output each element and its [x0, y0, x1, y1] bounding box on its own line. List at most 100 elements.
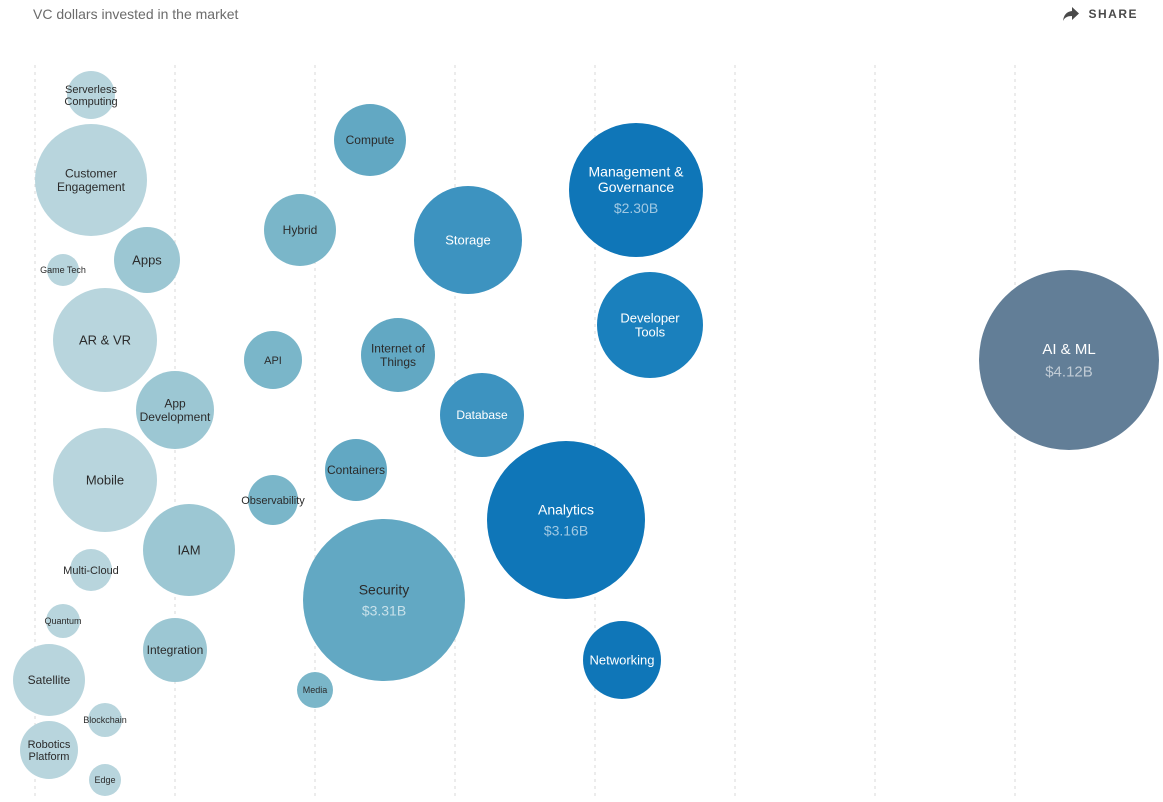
bubble-circle [35, 124, 147, 236]
bubble-label: Things [380, 355, 416, 369]
bubble-label: IAM [177, 543, 200, 558]
bubble-chart: Serverless Computing Customer Engagement Gam… [0, 30, 1163, 797]
bubble-value: $2.30B [614, 200, 658, 216]
bubble-label: Storage [445, 233, 491, 248]
bubble-circle [244, 331, 302, 389]
bubble-label: Integration [147, 643, 204, 657]
bubble-satellite[interactable]: Satellite [13, 644, 85, 716]
bubble-label: Security [359, 581, 410, 597]
bubble-mobile[interactable]: Mobile [53, 428, 157, 532]
bubble-multi-cloud[interactable]: Multi-Cloud [63, 549, 119, 591]
bubble-security[interactable]: Security $3.31B [303, 519, 465, 681]
bubble-label: Mobile [86, 473, 124, 488]
bubble-ai-ml[interactable]: AI & ML $4.12B [979, 270, 1159, 450]
bubble-database[interactable]: Database [440, 373, 524, 457]
bubble-label: Quantum [44, 616, 81, 626]
bubble-label: Observability [241, 495, 305, 507]
bubble-label: Blockchain [83, 715, 127, 725]
bubble-value: $3.31B [362, 602, 406, 618]
bubble-label: Robotics [28, 739, 71, 751]
bubble-label: Platform [29, 751, 70, 763]
bubble-label: Game Tech [40, 265, 86, 275]
bubble-hybrid[interactable]: Hybrid [264, 194, 336, 266]
bubble-circle [487, 441, 645, 599]
bubble-circle [597, 272, 703, 378]
bubble-circle [334, 104, 406, 176]
bubble-circle [70, 549, 112, 591]
bubble-networking[interactable]: Networking [583, 621, 661, 699]
bubble-circle [303, 519, 465, 681]
bubble-label: Development [140, 410, 211, 424]
bubble-circle [47, 254, 79, 286]
bubble-circle [89, 764, 121, 796]
bubble-circle [979, 270, 1159, 450]
bubble-label: Computing [64, 96, 117, 108]
bubble-compute[interactable]: Compute [334, 104, 406, 176]
bubble-label: Engagement [57, 180, 126, 194]
bubble-label: Networking [589, 653, 654, 668]
bubble-label: API [264, 355, 282, 367]
bubble-label: Internet of [371, 342, 426, 356]
bubble-circle [53, 288, 157, 392]
bubble-circle [20, 721, 78, 779]
bubble-integration[interactable]: Integration [143, 618, 207, 682]
bubble-iam[interactable]: IAM [143, 504, 235, 596]
bubble-value: $3.16B [544, 522, 588, 538]
bubble-circle [264, 194, 336, 266]
bubble-label: Multi-Cloud [63, 565, 119, 577]
bubble-management-governance[interactable]: Management &Governance $2.30B [569, 123, 703, 257]
bubble-label: AI & ML [1042, 341, 1095, 358]
bubble-circle [114, 227, 180, 293]
bubble-circle [143, 504, 235, 596]
bubble-api[interactable]: API [244, 331, 302, 389]
bubble-label: AR & VR [79, 333, 131, 348]
bubble-label: Compute [346, 133, 395, 147]
bubble-circle [361, 318, 435, 392]
share-button[interactable]: SHARE [1062, 6, 1138, 22]
bubble-label: Governance [598, 179, 674, 195]
bubble-circle [440, 373, 524, 457]
chart-subtitle: VC dollars invested in the market [33, 6, 239, 22]
bubble-circle [67, 71, 115, 119]
bubble-circle [46, 604, 80, 638]
bubble-observability[interactable]: Observability [241, 475, 305, 525]
bubble-label: Management & [589, 164, 685, 180]
bubble-label: App [164, 397, 186, 411]
bubble-circle [325, 439, 387, 501]
bubble-value: $4.12B [1045, 364, 1093, 381]
bubble-ar-vr[interactable]: AR & VR [53, 288, 157, 392]
bubble-blockchain[interactable]: Blockchain [83, 703, 127, 737]
bubble-label: Serverless [65, 84, 117, 96]
bubble-storage[interactable]: Storage [414, 186, 522, 294]
bubble-apps[interactable]: Apps [114, 227, 180, 293]
bubble-circle [569, 123, 703, 257]
bubble-containers[interactable]: Containers [325, 439, 387, 501]
bubble-circle [136, 371, 214, 449]
bubble-edge[interactable]: Edge [89, 764, 121, 796]
bubble-label: Apps [132, 253, 162, 268]
bubble-media[interactable]: Media [297, 672, 333, 708]
bubble-circle [583, 621, 661, 699]
bubble-quantum[interactable]: Quantum [44, 604, 82, 638]
bubble-label: Analytics [538, 501, 594, 517]
bubble-label: Customer [65, 167, 117, 181]
bubble-game-tech[interactable]: Game Tech [40, 254, 86, 286]
share-label: SHARE [1088, 7, 1138, 21]
bubble-circle [13, 644, 85, 716]
bubble-label: Containers [327, 463, 385, 477]
share-arrow-icon [1062, 6, 1080, 22]
bubble-label: Edge [94, 775, 115, 785]
bubble-circle [143, 618, 207, 682]
bubble-circle [414, 186, 522, 294]
bubble-analytics[interactable]: Analytics $3.16B [487, 441, 645, 599]
bubble-label: Database [456, 408, 508, 422]
bubble-label: Tools [635, 325, 666, 340]
bubble-circle [88, 703, 122, 737]
